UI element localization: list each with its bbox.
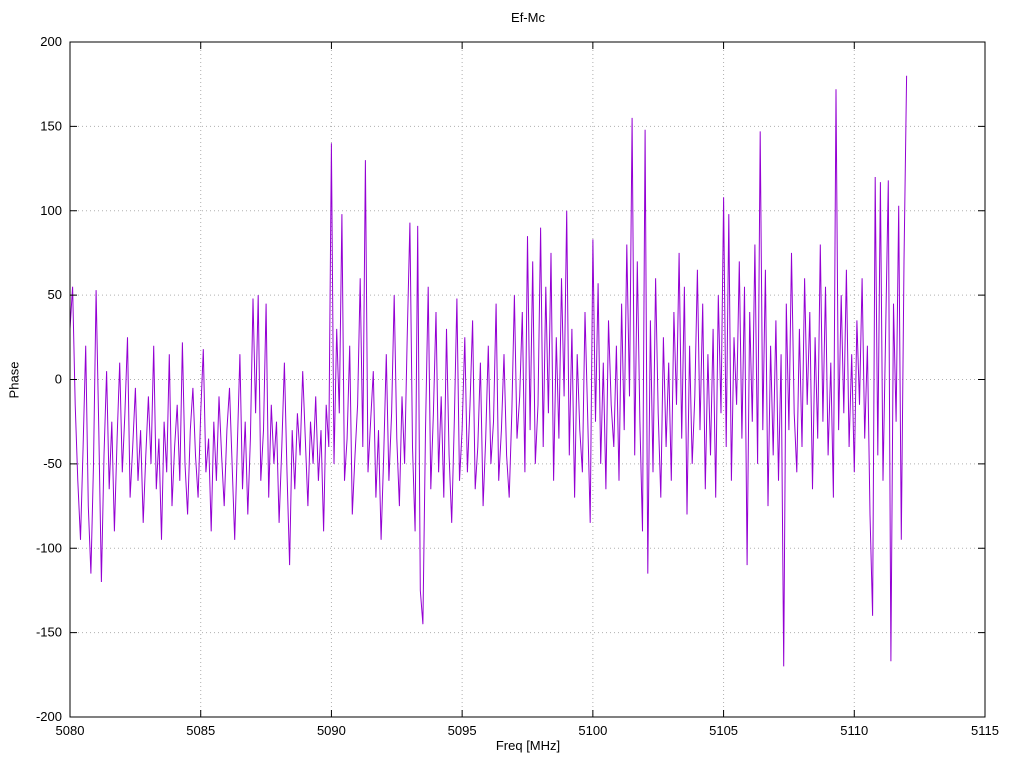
y-tick-label: 100 xyxy=(40,203,62,218)
x-tick-label: 5115 xyxy=(971,723,999,738)
y-axis-label: Phase xyxy=(6,361,22,399)
y-tick-label: -100 xyxy=(36,540,62,555)
x-axis-label: Freq [MHz] xyxy=(495,738,561,753)
x-tick-label: 5100 xyxy=(578,723,607,738)
x-tick-label: 5090 xyxy=(317,723,346,738)
chart-title: Ef-Mc xyxy=(511,10,545,25)
y-tick-label: 50 xyxy=(48,287,62,302)
x-tick-label: 5085 xyxy=(186,723,215,738)
x-tick-label: 5080 xyxy=(56,723,85,738)
x-tick-label: 5110 xyxy=(840,723,868,738)
y-tick-label: -150 xyxy=(36,625,62,640)
x-tick-label: 5105 xyxy=(709,723,738,738)
y-tick-label: -200 xyxy=(36,709,62,724)
data-line xyxy=(69,75,908,667)
y-tick-label: -50 xyxy=(43,456,62,471)
x-tick-label: 5095 xyxy=(448,723,477,738)
y-tick-label: 200 xyxy=(40,34,62,49)
y-tick-label: 0 xyxy=(55,372,62,387)
y-tick-label: 150 xyxy=(40,118,62,133)
